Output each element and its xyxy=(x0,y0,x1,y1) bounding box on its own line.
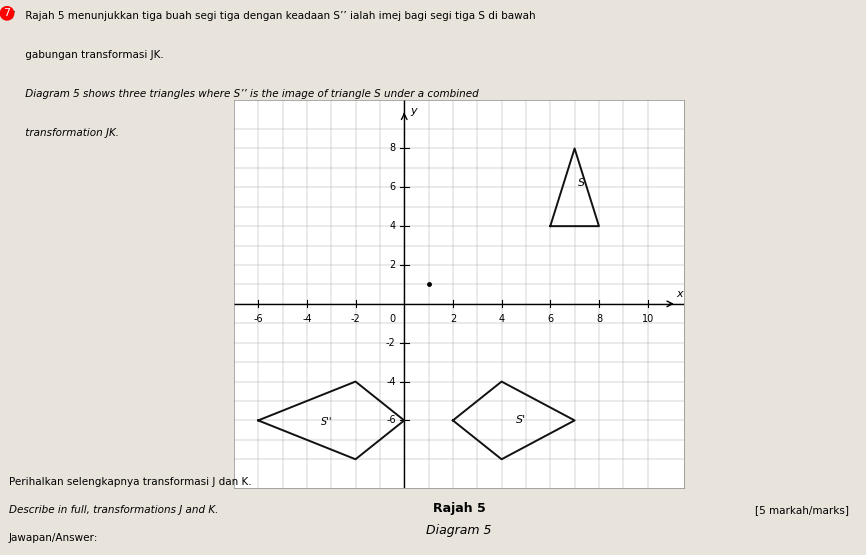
Text: 8: 8 xyxy=(390,143,396,154)
Text: -6: -6 xyxy=(254,314,263,324)
Text: S'': S'' xyxy=(320,417,332,427)
Text: transformation JK.: transformation JK. xyxy=(9,128,119,138)
Text: gabungan transformasi JK.: gabungan transformasi JK. xyxy=(9,50,164,60)
Text: Describe in full, transformations J and K.: Describe in full, transformations J and … xyxy=(9,505,218,515)
Text: x: x xyxy=(676,289,682,299)
Text: Diagram 5 shows three triangles where S’’ is the image of triangle S under a com: Diagram 5 shows three triangles where S’… xyxy=(9,89,478,99)
Text: Rajah 5: Rajah 5 xyxy=(433,502,485,515)
Text: -4: -4 xyxy=(302,314,312,324)
Text: Jawapan/Answer:: Jawapan/Answer: xyxy=(9,533,98,543)
Text: -4: -4 xyxy=(386,376,396,387)
Text: 4: 4 xyxy=(499,314,505,324)
Text: Perihalkan selengkapnya transformasi J dan K.: Perihalkan selengkapnya transformasi J d… xyxy=(9,477,251,487)
Text: 2: 2 xyxy=(449,314,456,324)
Text: 0: 0 xyxy=(390,314,396,324)
Text: -6: -6 xyxy=(386,415,396,426)
Text: y: y xyxy=(410,105,417,116)
Text: Diagram 5: Diagram 5 xyxy=(426,524,492,537)
Text: 7   Rajah 5 menunjukkan tiga buah segi tiga dengan keadaan S’’ ialah imej bagi s: 7 Rajah 5 menunjukkan tiga buah segi tig… xyxy=(9,11,535,21)
Text: 10: 10 xyxy=(642,314,654,324)
Text: 6: 6 xyxy=(390,182,396,193)
Text: S: S xyxy=(578,178,585,189)
Text: 8: 8 xyxy=(596,314,602,324)
Text: 6: 6 xyxy=(547,314,553,324)
Text: -2: -2 xyxy=(386,337,396,348)
Text: [5 markah/marks]: [5 markah/marks] xyxy=(754,505,849,515)
Text: 7: 7 xyxy=(3,8,10,18)
Text: S': S' xyxy=(516,415,527,426)
Text: 4: 4 xyxy=(390,221,396,231)
Text: -2: -2 xyxy=(351,314,360,324)
Text: 2: 2 xyxy=(390,260,396,270)
